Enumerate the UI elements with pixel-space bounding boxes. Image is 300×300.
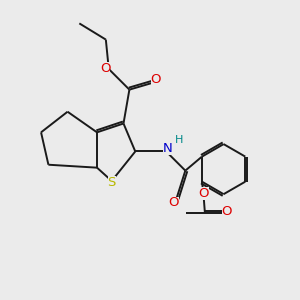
Text: O: O — [198, 187, 209, 200]
Text: S: S — [107, 176, 116, 189]
Text: H: H — [175, 135, 184, 145]
Text: O: O — [151, 74, 161, 86]
Text: O: O — [222, 206, 232, 218]
Text: O: O — [168, 196, 179, 209]
Text: O: O — [100, 62, 110, 75]
Text: N: N — [163, 142, 172, 155]
